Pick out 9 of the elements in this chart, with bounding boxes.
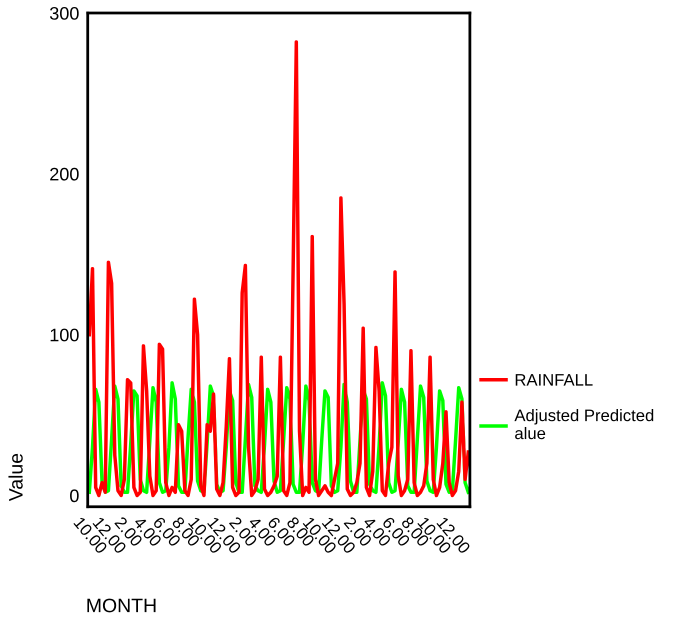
legend-label: Adjusted Predicted alue (514, 409, 654, 440)
line-series (88, 40, 470, 498)
legend-label: RAINFALL (516, 374, 593, 386)
y-tick-label: 300 (50, 6, 79, 20)
y-tick-label: 0 (70, 489, 79, 502)
y-axis-title: Value (8, 454, 23, 502)
y-tick-label: 100 (50, 328, 79, 342)
y-tick-label: 200 (50, 168, 79, 181)
x-axis-title: MONTH (87, 598, 156, 612)
